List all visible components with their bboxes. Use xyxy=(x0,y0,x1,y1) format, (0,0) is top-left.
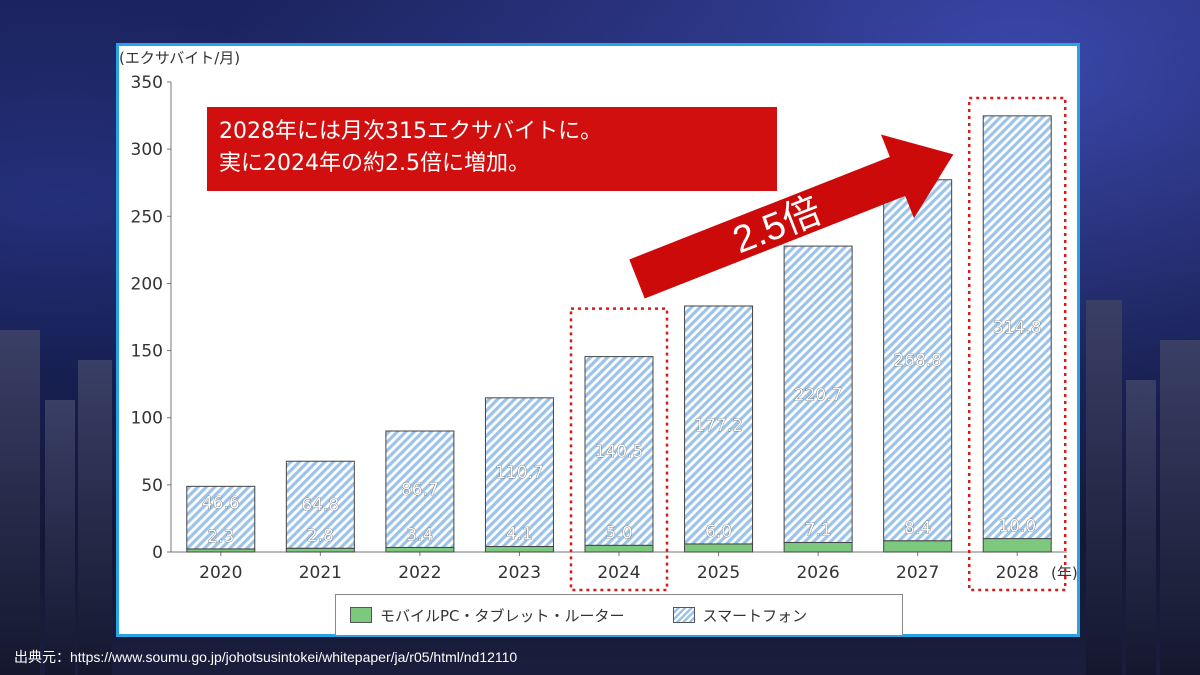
y-tick-label: 0 xyxy=(152,543,163,563)
x-tick-label: 2025 xyxy=(697,563,740,583)
bar-mobile xyxy=(285,547,355,553)
bar-mobile xyxy=(385,546,455,553)
bar-mobile xyxy=(883,540,953,553)
background-building xyxy=(45,400,75,675)
data-label-mobile: 7.1 xyxy=(805,520,832,540)
y-tick-label: 300 xyxy=(131,140,163,160)
data-label-mobile: 3.4 xyxy=(406,525,433,545)
x-tick-label: 2026 xyxy=(796,563,839,583)
callout-box: 2028年には月次315エクサバイトに。 実に2024年の約2.5倍に増加。 xyxy=(207,107,777,191)
data-label-smartphone: 86.7 xyxy=(401,480,439,500)
background-building xyxy=(1160,340,1200,675)
callout-line-1: 2028年には月次315エクサバイトに。 xyxy=(219,119,603,144)
data-label-mobile: 2.8 xyxy=(307,526,334,546)
background-building xyxy=(0,330,40,675)
y-tick-label: 200 xyxy=(131,274,163,294)
bar-smartphone xyxy=(982,115,1052,540)
bar-smartphone xyxy=(883,179,953,542)
bar-mobile xyxy=(484,545,554,553)
data-label-mobile: 8.4 xyxy=(904,519,931,539)
data-label-smartphone: 110.7 xyxy=(495,463,544,483)
bar-smartphone xyxy=(684,305,754,545)
bar-mobile xyxy=(982,538,1052,553)
data-label-mobile: 6.0 xyxy=(705,522,732,542)
y-tick-label: 150 xyxy=(131,342,163,362)
y-axis-unit-label: (エクサバイト/月) xyxy=(119,49,240,67)
growth-arrow-shape xyxy=(629,134,954,299)
bar-mobile xyxy=(783,541,853,553)
data-label-smartphone: 314.8 xyxy=(993,318,1042,338)
chart-panel: (エクサバイト/月) 0 50 100 150 200 250 300 350 2020 2021 2… xyxy=(116,43,1080,637)
x-tick-label: 2021 xyxy=(299,563,342,583)
y-tick-label: 250 xyxy=(131,207,163,227)
legend-swatch-mobile xyxy=(350,607,372,623)
data-label-mobile: 2.3 xyxy=(207,527,234,547)
bar-smartphone xyxy=(385,430,455,548)
x-tick-label: 2027 xyxy=(896,563,939,583)
bar-smartphone xyxy=(186,485,256,550)
legend-swatch-smartphone xyxy=(672,607,695,623)
data-label-smartphone: 220.7 xyxy=(794,385,843,405)
bar-mobile xyxy=(584,544,654,553)
x-tick-label: 2022 xyxy=(398,563,441,583)
bar-mobile xyxy=(684,543,754,553)
bar-chart: (エクサバイト/月) 0 50 100 150 200 250 300 350 2020 2021 2… xyxy=(119,49,1077,592)
bar-smartphone xyxy=(584,356,654,546)
data-label-mobile: 10.0 xyxy=(998,517,1036,537)
x-tick-label: 2028 xyxy=(996,563,1039,583)
x-axis-unit-label: (年) xyxy=(1051,564,1077,582)
data-label-smartphone: 177.2 xyxy=(694,416,743,436)
bar-smartphone xyxy=(285,460,355,549)
y-tick-label: 100 xyxy=(131,409,163,429)
bar-smartphone xyxy=(783,245,853,543)
background-building xyxy=(78,360,112,675)
chart-legend: モバイルPC・タブレット・ルーター スマートフォン xyxy=(335,594,903,636)
y-tick-label: 350 xyxy=(131,73,163,93)
x-tick-label: 2023 xyxy=(498,563,541,583)
bar-smartphone xyxy=(484,397,554,547)
legend-label-smartphone: スマートフォン xyxy=(702,606,808,625)
data-label-mobile: 4.1 xyxy=(506,524,533,544)
data-label-smartphone: 268.8 xyxy=(893,351,942,371)
source-citation: 出典元：https://www.soumu.go.jp/johotsusinto… xyxy=(14,649,518,665)
legend-label-mobile: モバイルPC・タブレット・ルーター xyxy=(380,606,625,625)
background-building xyxy=(1126,380,1156,675)
data-label-smartphone: 64.8 xyxy=(301,496,339,516)
data-label-mobile: 5.0 xyxy=(605,523,632,543)
background-building xyxy=(1086,300,1122,675)
data-label-smartphone: 46.6 xyxy=(202,493,240,513)
y-tick-label: 50 xyxy=(141,476,163,496)
data-label-smartphone: 140.5 xyxy=(595,442,644,462)
callout-line-2: 実に2024年の約2.5倍に増加。 xyxy=(219,151,530,176)
x-tick-label: 2020 xyxy=(199,563,242,583)
x-tick-label: 2024 xyxy=(597,563,640,583)
